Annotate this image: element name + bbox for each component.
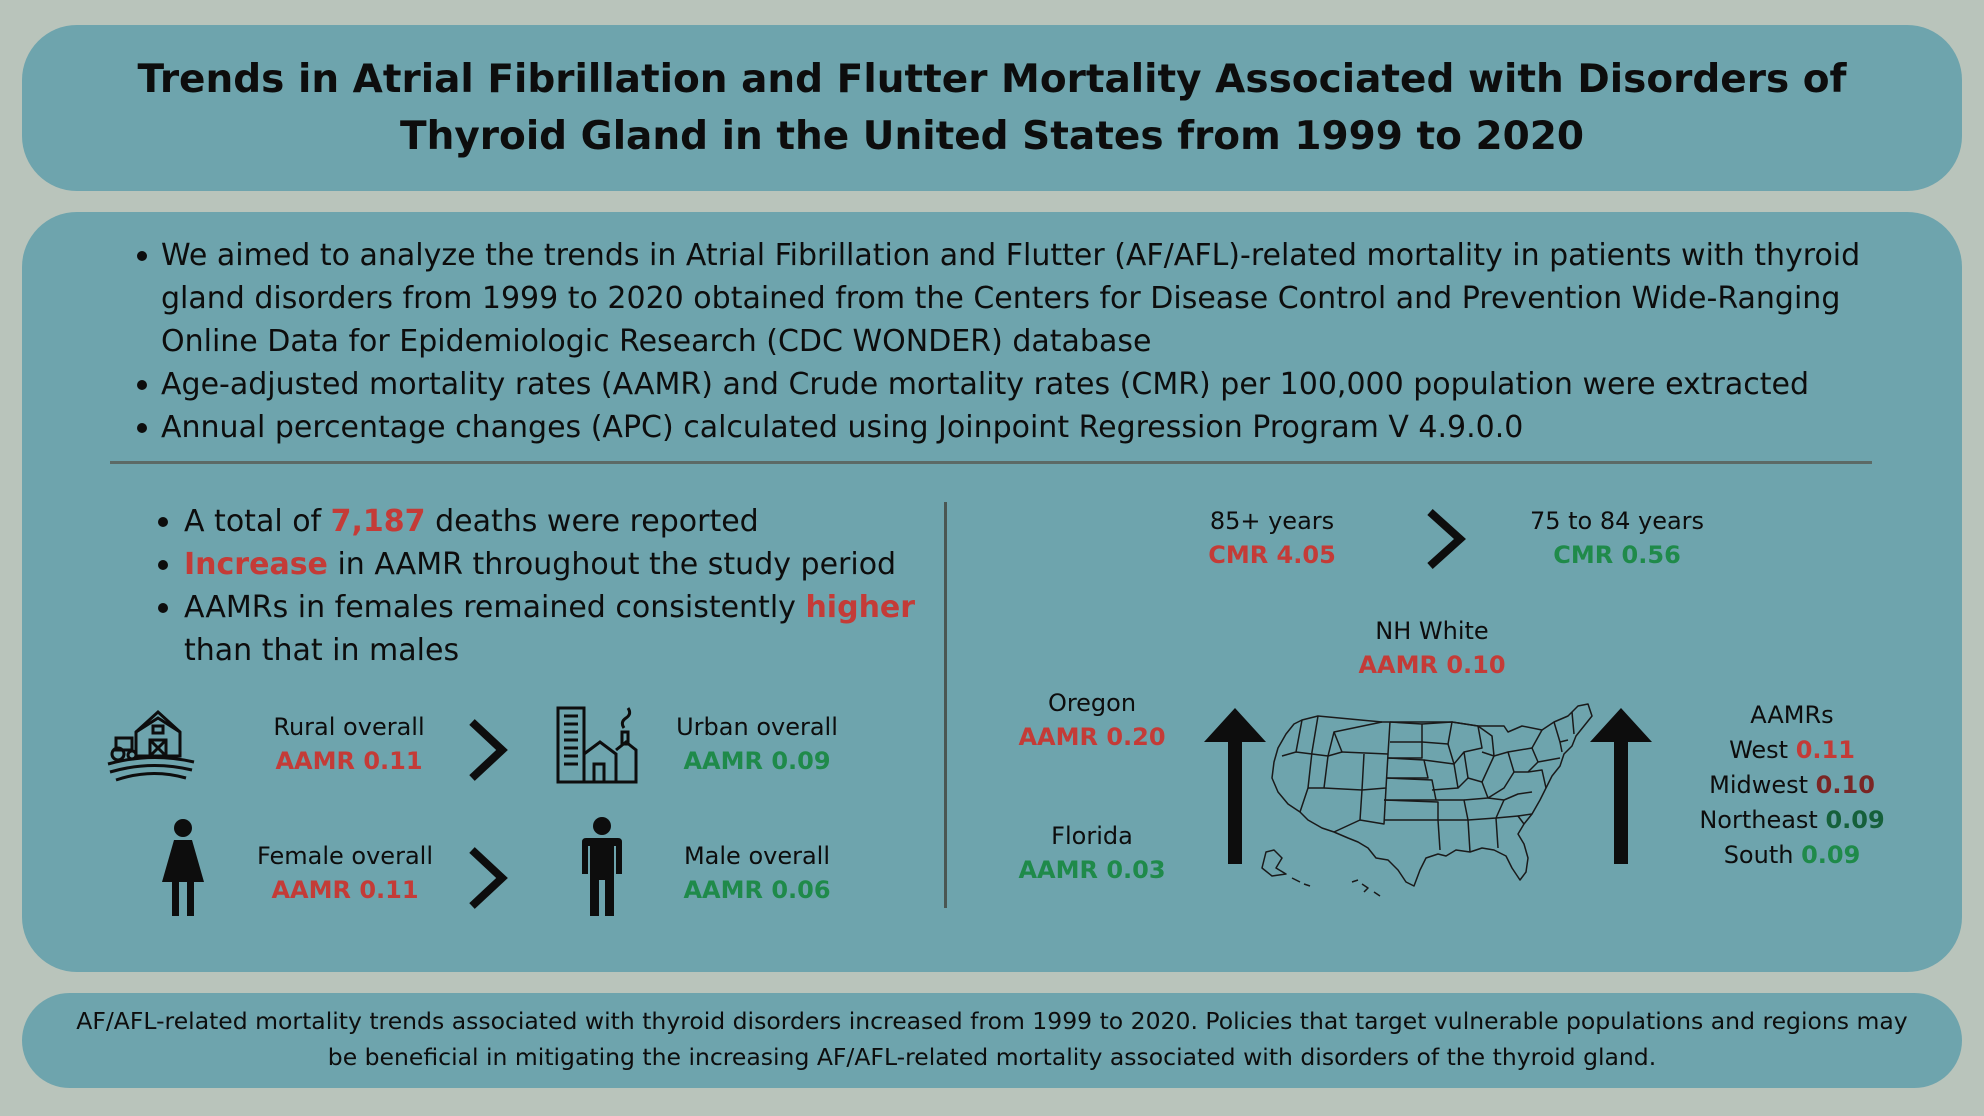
male-value: AAMR 0.06: [683, 876, 831, 904]
intro-list: We aimed to analyze the trends in Atrial…: [137, 234, 1917, 449]
page-title: Trends in Atrial Fibrillation and Flutte…: [137, 57, 1847, 159]
chevron-right-icon: [469, 847, 508, 909]
vertical-divider: [944, 502, 947, 908]
region-west: West 0.11: [1729, 736, 1855, 764]
age-older-value: CMR 4.05: [1208, 541, 1336, 569]
state-low-label: Florida: [1051, 822, 1133, 850]
finding-total-deaths: A total of 7,187 deaths were reported: [158, 500, 918, 543]
findings-list: A total of 7,187 deaths were reported In…: [158, 500, 918, 672]
region-value: 0.09: [1825, 806, 1885, 834]
conclusion-text: AF/AFL-related mortality trends associat…: [76, 1007, 1908, 1071]
city-buildings-icon: [556, 706, 638, 784]
arrow-up-icon: [1204, 708, 1266, 864]
intro-item: Age-adjusted mortality rates (AAMR) and …: [137, 363, 1917, 406]
rural-value: AAMR 0.11: [275, 747, 423, 775]
region-northeast: Northeast 0.09: [1699, 806, 1885, 834]
age-younger-value: CMR 0.56: [1553, 541, 1681, 569]
age-older-label: 85+ years: [1209, 507, 1335, 535]
arrow-up-icon: [1590, 708, 1652, 864]
higher-highlight: higher: [805, 590, 916, 625]
urban-value: AAMR 0.09: [683, 747, 831, 775]
barn-farm-icon: [107, 709, 195, 782]
increase-highlight: Increase: [184, 547, 328, 582]
female-label: Female overall: [257, 842, 433, 870]
region-south: South 0.09: [1723, 841, 1861, 869]
chevron-right-icon: [1427, 509, 1466, 569]
horizontal-divider: [110, 461, 1872, 464]
us-map-icon: [1261, 703, 1593, 897]
chevron-right-icon: [469, 719, 508, 781]
regions-heading: AAMRs: [1750, 701, 1834, 729]
intro-item: We aimed to analyze the trends in Atrial…: [137, 234, 1917, 363]
age-younger-label: 75 to 84 years: [1529, 507, 1705, 535]
male-label: Male overall: [683, 842, 831, 870]
region-value: 0.10: [1815, 771, 1875, 799]
finding-increase: Increase in AAMR throughout the study pe…: [158, 543, 918, 586]
finding-female-higher: AAMRs in females remained consistently h…: [158, 586, 918, 672]
state-high-value: AAMR 0.20: [1018, 723, 1166, 751]
footer-panel: AF/AFL-related mortality trends associat…: [22, 993, 1962, 1088]
urban-label: Urban overall: [676, 713, 838, 741]
intro-item: Annual percentage changes (APC) calculat…: [137, 406, 1917, 449]
total-deaths-value: 7,187: [330, 504, 426, 539]
region-value: 0.09: [1801, 841, 1861, 869]
female-value: AAMR 0.11: [271, 876, 419, 904]
state-high-label: Oregon: [1047, 689, 1137, 717]
state-low-value: AAMR 0.03: [1018, 856, 1166, 884]
race-value: AAMR 0.10: [1358, 651, 1506, 679]
main-panel: We aimed to analyze the trends in Atrial…: [22, 212, 1962, 972]
region-value: 0.11: [1795, 736, 1855, 764]
race-label: NH White: [1375, 617, 1489, 645]
region-midwest: Midwest 0.10: [1709, 771, 1875, 799]
female-person-icon: [162, 819, 204, 916]
title-panel: Trends in Atrial Fibrillation and Flutte…: [22, 25, 1962, 191]
rural-label: Rural overall: [273, 713, 425, 741]
male-person-icon: [582, 817, 622, 916]
